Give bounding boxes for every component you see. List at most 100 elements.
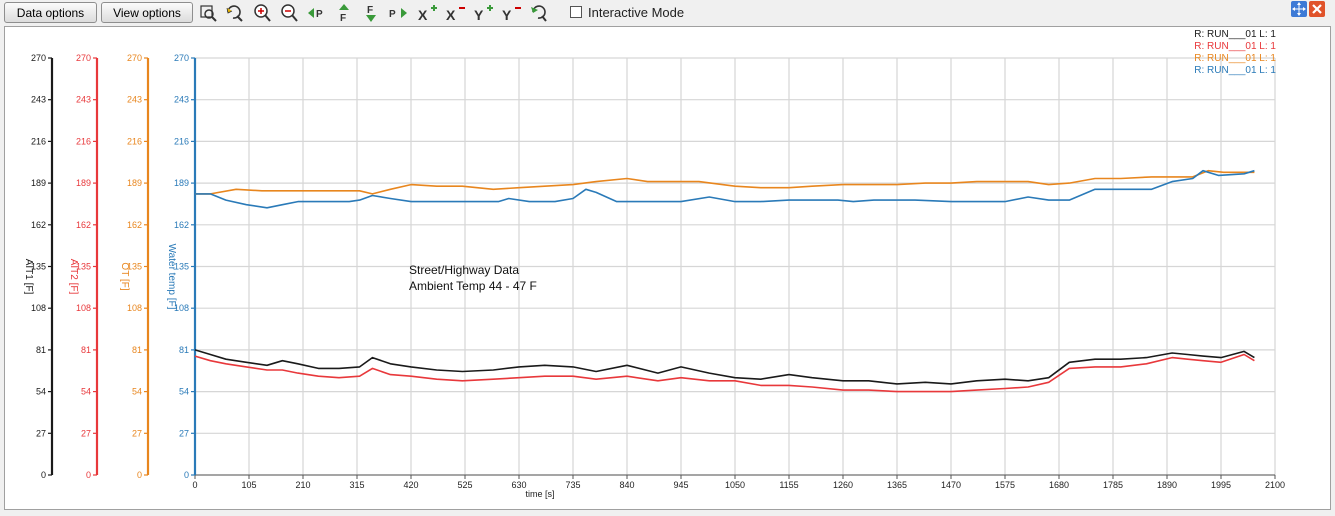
- x-tick-label: 1680: [1049, 480, 1069, 490]
- zoom-in-icon[interactable]: [252, 3, 274, 23]
- y-zoom-out-icon[interactable]: Y: [500, 3, 522, 23]
- y-tick-label-2: 243: [127, 95, 142, 105]
- toolbar: Data options View options P F F P X X Y …: [0, 0, 1335, 26]
- x-tick-label: 1470: [941, 480, 961, 490]
- line-chart[interactable]: 0 105 210 315 420 525 630 735 840 945 1050 1155 1260…: [5, 27, 1330, 509]
- x-tick-label: 1365: [887, 480, 907, 490]
- y-tick-label-3: 0: [184, 470, 189, 480]
- x-tick-label: 1155: [779, 480, 798, 490]
- x-tick-label: 1995: [1211, 480, 1231, 490]
- x-tick-label: 840: [619, 480, 634, 490]
- x-tick-label: 1260: [833, 480, 853, 490]
- y-tick-label-0: 54: [36, 387, 46, 397]
- y-tick-label-1: 270: [76, 53, 91, 63]
- x-tick-label: 315: [349, 480, 364, 490]
- y-tick-label-1: 135: [76, 262, 91, 272]
- legend-entry-2: R: RUN___01 L: 1: [1194, 53, 1276, 64]
- close-icon[interactable]: [1309, 1, 1325, 17]
- y-tick-label-2: 270: [127, 53, 142, 63]
- svg-text:P: P: [316, 9, 323, 20]
- y-tick-label-0: 81: [36, 345, 46, 355]
- y-tick-label-3: 135: [174, 262, 189, 272]
- series-line-0: [194, 349, 1255, 385]
- x-tick-label: 525: [457, 480, 472, 490]
- y-tick-label-1: 162: [76, 220, 91, 230]
- y-tick-label-0: 162: [31, 220, 46, 230]
- x-zoom-out-icon[interactable]: X: [444, 3, 466, 23]
- y-tick-label-2: 162: [127, 220, 142, 230]
- chart-annotation-0: Street/Highway Data: [409, 263, 519, 277]
- svg-text:X: X: [446, 7, 456, 23]
- svg-text:Y: Y: [502, 7, 512, 23]
- x-axis-label: time [s]: [525, 489, 554, 499]
- x-tick-label: 1050: [725, 480, 745, 490]
- x-tick-label: 105: [241, 480, 256, 490]
- y-axis-label-2: OT [F]: [119, 262, 130, 290]
- x-tick-label: 2100: [1265, 480, 1285, 490]
- view-options-button[interactable]: View options: [101, 2, 193, 23]
- svg-text:X: X: [418, 7, 428, 23]
- y-tick-label-1: 54: [81, 387, 91, 397]
- y-tick-label-2: 54: [132, 387, 142, 397]
- x-tick-label: 735: [565, 480, 580, 490]
- x-tick-label: 1575: [995, 480, 1015, 490]
- svg-text:Y: Y: [474, 7, 484, 23]
- interactive-mode-label: Interactive Mode: [588, 5, 685, 20]
- y-tick-label-1: 0: [86, 470, 91, 480]
- y-tick-label-3: 108: [174, 303, 189, 313]
- y-tick-label-3: 270: [174, 53, 189, 63]
- y-tick-label-2: 27: [132, 428, 142, 438]
- y-tick-label-3: 243: [174, 95, 189, 105]
- x-tick-label: 0: [192, 480, 197, 490]
- y-axis-label-0: AIT1 [F]: [23, 259, 34, 295]
- legend-entry-1: R: RUN___01 L: 1: [1194, 41, 1276, 52]
- y-tick-label-2: 0: [137, 470, 142, 480]
- pan-left-icon[interactable]: P: [306, 3, 328, 23]
- y-tick-label-0: 0: [41, 470, 46, 480]
- cursor-up-icon[interactable]: F: [333, 3, 355, 23]
- interactive-mode-checkbox[interactable]: [570, 6, 582, 18]
- zoom-refresh-icon[interactable]: [224, 3, 246, 23]
- x-tick-label: 1785: [1103, 480, 1123, 490]
- y-tick-label-2: 81: [132, 345, 142, 355]
- y-tick-label-0: 108: [31, 303, 46, 313]
- y-tick-label-1: 81: [81, 345, 91, 355]
- y-axis-label-3: Water temp [F]: [166, 244, 177, 310]
- y-tick-label-2: 108: [127, 303, 142, 313]
- x-tick-label: 1890: [1157, 480, 1177, 490]
- chart-panel: 0 105 210 315 420 525 630 735 840 945 1050 1155 1260…: [4, 26, 1331, 510]
- svg-text:F: F: [367, 5, 373, 16]
- y-tick-label-0: 216: [31, 136, 46, 146]
- reset-zoom-icon[interactable]: [528, 3, 550, 23]
- series-line-2: [195, 169, 1255, 195]
- y-tick-label-0: 270: [31, 53, 46, 63]
- y-tick-label-0: 243: [31, 95, 46, 105]
- y-tick-label-2: 189: [127, 178, 142, 188]
- y-zoom-in-icon[interactable]: Y: [472, 3, 494, 23]
- x-zoom-in-icon[interactable]: X: [416, 3, 438, 23]
- legend-entry-0: R: RUN___01 L: 1: [1194, 29, 1276, 40]
- x-tick-label: 945: [673, 480, 688, 490]
- pan-right-icon[interactable]: P: [387, 3, 409, 23]
- cursor-down-icon[interactable]: F: [360, 3, 382, 23]
- zoom-region-icon[interactable]: [198, 3, 220, 23]
- y-tick-label-1: 189: [76, 178, 91, 188]
- y-tick-label-2: 135: [127, 262, 142, 272]
- y-tick-label-3: 54: [179, 387, 189, 397]
- x-tick-label: 420: [403, 480, 418, 490]
- y-tick-label-0: 135: [31, 262, 46, 272]
- y-tick-label-3: 81: [179, 345, 189, 355]
- legend-entry-3: R: RUN___01 L: 1: [1194, 65, 1276, 76]
- zoom-out-icon[interactable]: [279, 3, 301, 23]
- x-tick-label: 630: [511, 480, 526, 490]
- svg-text:F: F: [340, 13, 346, 23]
- x-tick-label: 210: [295, 480, 310, 490]
- y-tick-label-3: 216: [174, 136, 189, 146]
- y-axis-label-1: AIT2 [F]: [68, 259, 79, 295]
- y-tick-label-1: 243: [76, 95, 91, 105]
- data-options-button[interactable]: Data options: [4, 2, 97, 23]
- y-tick-label-1: 108: [76, 303, 91, 313]
- y-tick-label-2: 216: [127, 136, 142, 146]
- y-tick-label-3: 162: [174, 220, 189, 230]
- move-icon[interactable]: [1291, 1, 1307, 17]
